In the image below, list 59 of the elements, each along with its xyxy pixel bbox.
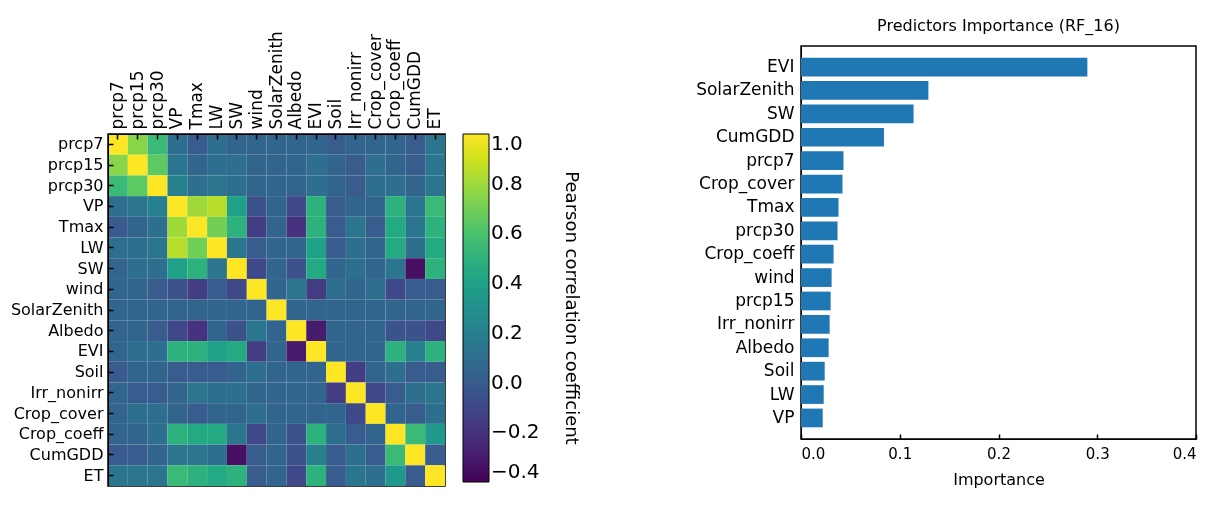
y-tick-label: EVI bbox=[77, 341, 104, 361]
x-tick-label: 0.1 bbox=[888, 444, 913, 463]
y-tick-label: prcp15 bbox=[47, 155, 104, 175]
x-tick-label: LW bbox=[206, 104, 227, 130]
y-tick-label: Tmax bbox=[746, 196, 795, 217]
y-tick-label: Crop_cover bbox=[13, 403, 104, 424]
color-bar-label: 1.0 bbox=[491, 131, 523, 155]
color-bar-label: 0.6 bbox=[491, 220, 523, 245]
y-tick-label: VP bbox=[772, 406, 795, 427]
x-axis-title: Importance bbox=[953, 469, 1045, 489]
x-tick-label: prcp15 bbox=[126, 70, 147, 130]
y-tick-label: Crop_coeff bbox=[704, 243, 796, 265]
y-tick-label: CumGDD bbox=[715, 126, 795, 147]
y-tick-label: LW bbox=[769, 383, 795, 404]
y-tick-label: LW bbox=[80, 237, 104, 257]
y-tick-label: Soil bbox=[763, 360, 795, 381]
y-tick-label: Albedo bbox=[48, 320, 104, 340]
x-tick-label: SolarZenith bbox=[265, 31, 286, 130]
y-tick-label: wind bbox=[754, 266, 795, 287]
y-tick-label: prcp7 bbox=[57, 134, 104, 154]
y-tick-label: Irr_nonirr bbox=[30, 382, 104, 403]
y-tick-label: Soil bbox=[74, 362, 104, 382]
x-tick-label: Tmax bbox=[186, 82, 207, 131]
y-tick-label: Tmax bbox=[57, 217, 104, 237]
x-tick-label: prcp30 bbox=[146, 70, 167, 130]
x-tick-label: 0.4 bbox=[1172, 444, 1197, 463]
y-tick-label: Crop_coeff bbox=[18, 424, 105, 445]
color-bar-label: 0.4 bbox=[491, 270, 523, 295]
y-tick-label: prcp30 bbox=[735, 219, 795, 240]
x-tick-label: wind bbox=[245, 89, 266, 130]
x-tick-label: Soil bbox=[324, 98, 345, 130]
color-bar-label: −0.4 bbox=[491, 459, 540, 483]
y-tick-label: SolarZenith bbox=[10, 300, 104, 319]
x-tick-label: EVI bbox=[305, 102, 326, 130]
x-tick-label: 0.2 bbox=[987, 444, 1011, 463]
chart-title: Predictors Importance (RF_16) bbox=[877, 16, 1120, 36]
y-tick-label: prcp7 bbox=[746, 149, 795, 170]
y-tick-label: prcp15 bbox=[735, 289, 795, 310]
x-tick-label: Irr_nonirr bbox=[344, 51, 366, 130]
color-bar-label: −0.2 bbox=[491, 419, 540, 444]
y-tick-label: wind bbox=[65, 279, 104, 299]
y-tick-label: SW bbox=[77, 258, 104, 278]
color-bar-label: 0.0 bbox=[491, 369, 523, 394]
color-bar-label: 0.2 bbox=[491, 319, 523, 344]
x-tick-label: ET bbox=[424, 107, 445, 130]
y-tick-label: Irr_nonirr bbox=[716, 313, 795, 335]
x-tick-label: Albedo bbox=[285, 70, 306, 130]
x-tick-label: VP bbox=[166, 107, 187, 130]
x-tick-label: CumGDD bbox=[404, 50, 425, 130]
y-tick-label: ET bbox=[83, 465, 104, 485]
x-tick-label: 0.3 bbox=[1085, 444, 1110, 463]
y-tick-label: Crop_cover bbox=[699, 173, 795, 195]
y-tick-label: VP bbox=[82, 196, 104, 216]
color-bar-title: Pearson correlation coefficient bbox=[562, 171, 583, 445]
x-tick-label: SW bbox=[225, 101, 246, 130]
x-tick-label: 0.0 bbox=[801, 444, 826, 463]
color-bar-label: 0.8 bbox=[491, 170, 523, 195]
y-tick-label: prcp30 bbox=[47, 175, 104, 195]
y-tick-label: Albedo bbox=[735, 336, 795, 357]
